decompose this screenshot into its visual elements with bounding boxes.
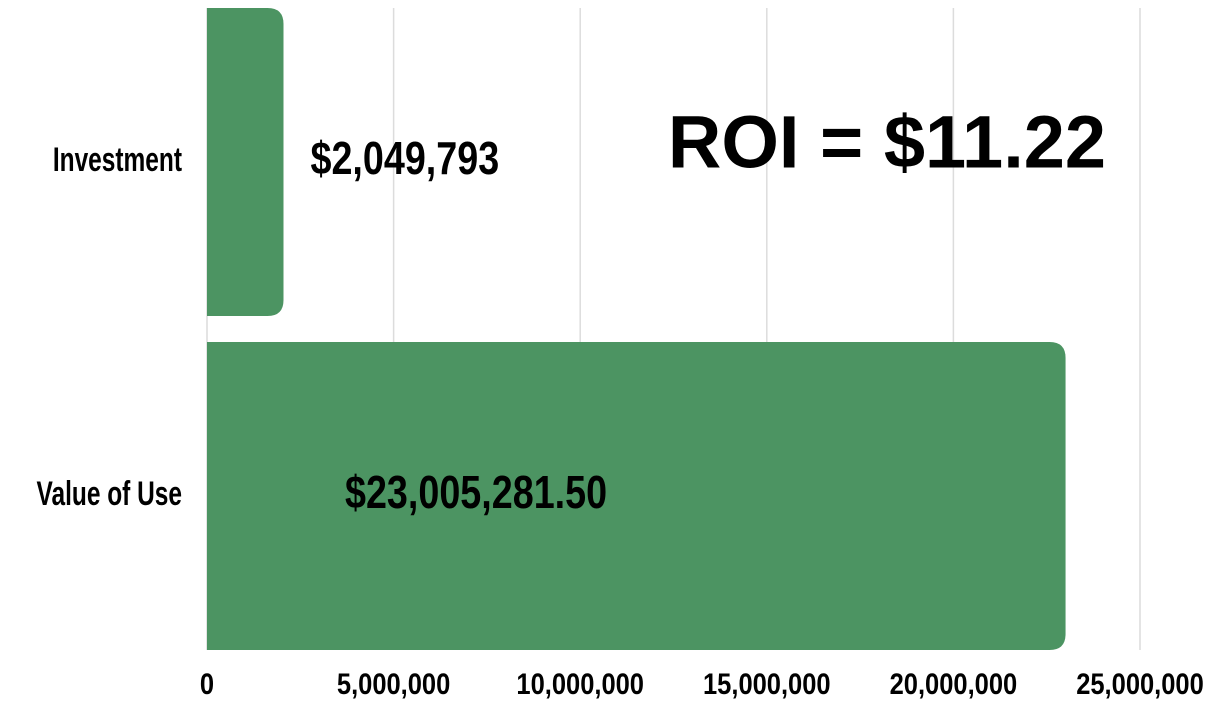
x-tick-label: 0: [200, 667, 214, 700]
x-tick-label: 25,000,000: [1076, 667, 1204, 700]
bar: [207, 8, 284, 316]
x-tick-label: 20,000,000: [890, 667, 1018, 700]
roi-annotation: ROI = $11.22: [668, 101, 1106, 184]
value-label: $23,005,281.50: [345, 467, 607, 518]
value-label: $2,049,793: [310, 133, 499, 184]
x-tick-label: 15,000,000: [703, 667, 831, 700]
y-tick-label: Investment: [53, 141, 182, 179]
y-tick-label: Value of Use: [36, 475, 182, 513]
x-tick-label: 5,000,000: [337, 667, 450, 700]
bar: [207, 342, 1066, 650]
x-tick-label: 10,000,000: [516, 667, 644, 700]
